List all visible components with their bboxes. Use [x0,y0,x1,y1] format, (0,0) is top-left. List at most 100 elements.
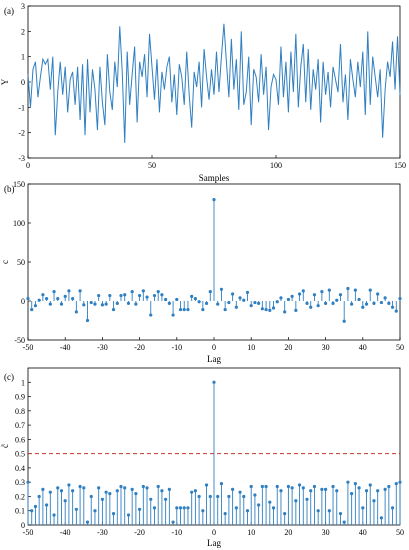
panel-c-stem-marker [89,494,93,499]
panel-b-stem-marker [364,302,369,306]
panel-b-stem-marker [119,293,123,298]
panel-b-xtick-label: 0 [212,343,216,352]
panel-b-stem-marker [376,292,380,296]
panel-b-ytick-label: 100 [13,219,25,228]
panel-c-xlabel: Lag [207,538,221,548]
panel-b-stem-marker [309,305,313,309]
panel-c-stem-marker [138,507,142,511]
panel-a: (a) 0 50 100 150 -3 -2 -1 0 1 2 3 Y Samples [0,2,406,183]
panel-b-stem-marker [324,301,328,305]
panel-b-stem-marker [238,296,242,300]
panel-c-stem-marker [167,487,171,491]
panel-a-ticks: 0 50 100 150 -3 -2 -1 0 1 2 3 [18,2,406,170]
panel-c-stem-marker [346,480,350,484]
panel-b-stem-marker [331,301,335,305]
panel-b-stem-marker [63,294,67,298]
panel-c-stem-marker [316,509,320,513]
panel-c-stem-marker [398,480,402,484]
panel-c-stem-marker [231,487,235,491]
panel-a-ytick-label: -3 [18,154,25,163]
panel-c-stem-marker [331,484,335,489]
panel-c-stem-marker [379,516,383,520]
panel-c-ytick-label: 0.4 [15,464,25,473]
panel-c-stem-marker [253,493,257,497]
panel-b-stem-marker [171,313,175,317]
panel-b-stem-marker [126,301,131,305]
panel-b-stem-marker [52,290,56,294]
panel-b-stem-marker [30,307,34,312]
panel-c-stem-marker [290,486,294,490]
panel-c-stem-marker [115,489,119,493]
panel-c-stem-marker [85,520,90,524]
panel-c-stem-marker [390,506,395,510]
panel-c-stem-marker [376,489,380,493]
panel-c-stem-marker [175,506,179,510]
panel-b-stem-marker [253,300,257,305]
panel-b-stem-marker [286,297,290,302]
panel-c-stem-marker [238,490,242,494]
panel-c-stem-marker [245,509,250,513]
panel-b-ticks: -50 -40 -30 -20 -10 0 10 20 30 40 50 -50 0 50 100 150 [13,180,404,352]
panel-b-stem-marker [316,304,320,308]
panel-b-stem-marker [71,297,75,301]
panel-b-ylabel: c [0,260,10,264]
panel-c-ticks: -50 -40 -30 -20 -10 0 10 20 30 40 50 0 0.1 0.2 0.3 0.4 0… [15,378,404,537]
panel-c: (c) -50 -40 -30 -20 -10 0 10 20 30 40 50 0 0.1 0.2 0.3… [0,367,404,548]
panel-b-stem-marker [182,307,186,312]
panel-b-stem-marker [123,293,127,297]
panel-b-stem-marker [37,298,41,302]
panel-a-ytick-label: 3 [21,2,25,11]
panel-c-stem-marker [26,480,30,484]
panel-c-stem-marker [82,486,86,490]
panel-c-stem-marker [141,484,145,489]
panel-b-ytick-label: 50 [17,258,25,267]
panel-b-stem-marker [164,297,168,302]
panel-b-stem-marker [260,307,264,311]
panel-b-stem-marker [283,310,287,314]
panel-c-stem-marker [242,494,246,499]
panel-b-stem-marker [149,313,153,317]
panel-c-stem-marker [56,486,60,490]
panel-b-stem-marker [338,293,343,297]
panel-c-stem-marker [152,506,157,510]
panel-c-stem-marker [286,484,290,489]
panel-b-stem-marker [379,300,383,305]
panel-b-stem-marker [350,302,354,306]
panel-b-stem-marker [178,307,183,312]
panel-c-xtick-label: -30 [97,528,108,537]
panel-b-stem-marker [97,293,101,298]
panel-c-stem-marker [312,484,317,489]
panel-c-stem-marker [212,380,216,384]
panel-c-stem-marker [134,492,138,496]
panel-c-stem-marker [164,497,168,501]
panel-c-ytick-label: 0.6 [15,435,25,444]
panel-c-stem-marker [394,482,398,486]
panel-c-xtick-label: 30 [322,528,330,537]
panel-c-stem-marker [364,489,369,493]
panel-b-stem-marker [111,307,116,312]
panel-c-stem-marker [283,511,287,516]
panel-c-xtick-label: -10 [171,528,182,537]
panel-b-stem-marker [353,288,357,292]
panel-b-stem-marker [383,296,387,300]
panel-c-stem-marker [324,487,328,491]
panel-c-ytick-label: 0.9 [15,393,25,402]
panel-b-stem-marker [223,307,227,312]
panel-b-stem-marker [175,297,179,302]
panel-c-stem-marker [335,489,339,493]
panel-b-stem-marker [190,294,194,298]
panel-c-stem-marker [271,506,276,510]
panel-c-xtick-label: -40 [60,528,71,537]
panel-c-ytick-label: 0.7 [15,421,25,430]
panel-c-stem-marker [41,487,45,491]
panel-c-ytick-label: 0.5 [15,450,25,459]
panel-b-stem-marker [41,293,45,297]
panel-b-stem-marker [271,306,276,310]
panel-c-stem-marker [249,484,253,489]
panel-c-ytick-label: 1 [21,378,25,387]
panel-c-stem-marker [130,487,134,491]
panel-c-stem-marker [204,483,209,487]
panel-c-stem-marker [45,503,49,507]
panel-c-stem-marker [156,484,160,489]
panel-c-stem-marker [305,497,309,501]
